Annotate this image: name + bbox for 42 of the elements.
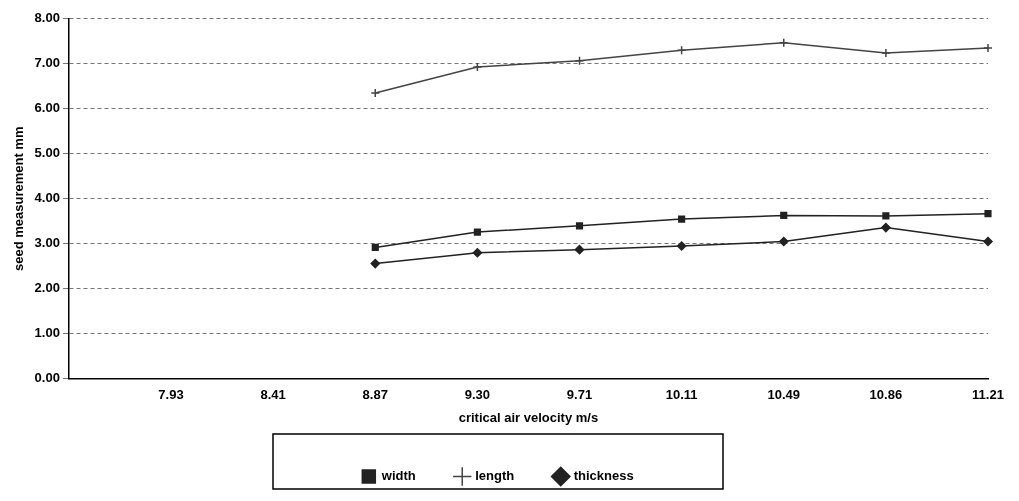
point: [575, 222, 584, 230]
y-tick-label: 7.00: [34, 55, 60, 71]
y-tick-label: 4.00: [34, 190, 60, 206]
y-tick-label: 8.00: [34, 10, 60, 26]
y-tick-label: 3.00: [34, 235, 60, 251]
point: [984, 210, 992, 218]
y-tick-label: 6.00: [34, 100, 60, 116]
point: [574, 244, 585, 255]
point: [779, 236, 789, 247]
point: [881, 48, 891, 58]
y-tick-label: 0.00: [34, 370, 60, 386]
x-tick-label: 8.41: [260, 387, 286, 403]
x-tick-label: 9.71: [566, 387, 593, 403]
point: [881, 222, 891, 233]
x-tick-label: 8.87: [362, 387, 388, 403]
point: [472, 62, 483, 72]
y-tick-label: 2.00: [34, 280, 60, 296]
x-tick-label: 10.11: [665, 387, 698, 403]
point: [473, 228, 481, 236]
x-tick-label: 7.93: [158, 387, 184, 403]
legend-label: thickness: [573, 468, 634, 484]
point: [678, 215, 686, 223]
legend-label: length: [475, 468, 515, 484]
point: [983, 236, 993, 247]
y-axis-title: seed measurement mm: [11, 126, 27, 272]
x-axis-title: critical air velocity m/s: [458, 409, 599, 425]
point: [472, 248, 483, 258]
legend-label: width: [380, 468, 416, 484]
x-tick-label: 10.49: [767, 387, 801, 403]
x-tick-label: 11.21: [972, 387, 1004, 403]
point: [779, 37, 789, 48]
point: [983, 43, 993, 53]
y-tick-label: 5.00: [34, 145, 60, 161]
point: [882, 212, 890, 220]
x-tick-label: 10.86: [869, 387, 903, 403]
point: [371, 243, 379, 251]
y-tick-label: 1.00: [34, 325, 60, 341]
point: [780, 211, 788, 220]
point: [676, 241, 687, 251]
point: [370, 88, 381, 98]
point: [370, 258, 381, 269]
x-tick-label: 9.30: [464, 387, 491, 403]
